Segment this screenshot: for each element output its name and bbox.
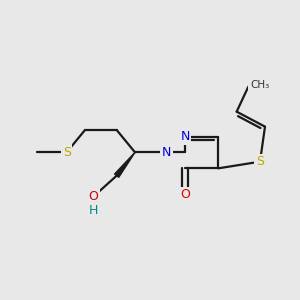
Text: N: N xyxy=(180,130,190,143)
Text: O: O xyxy=(88,190,98,203)
Text: S: S xyxy=(63,146,71,159)
Text: CH₃: CH₃ xyxy=(250,80,269,90)
Text: H: H xyxy=(88,204,98,217)
Text: O: O xyxy=(180,188,190,202)
Text: S: S xyxy=(256,155,264,168)
Polygon shape xyxy=(115,152,135,177)
Text: N: N xyxy=(162,146,171,159)
